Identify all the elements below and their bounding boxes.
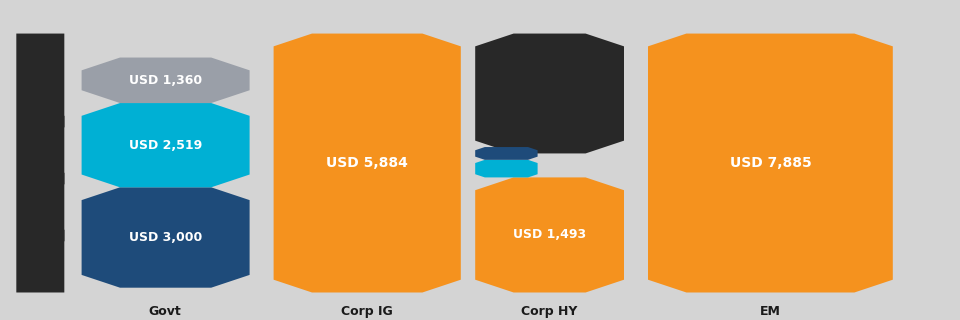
- Text: USD 2,519: USD 2,519: [129, 139, 203, 152]
- Polygon shape: [82, 58, 250, 103]
- Text: USD 5,884: USD 5,884: [326, 156, 408, 170]
- Polygon shape: [475, 160, 538, 177]
- Polygon shape: [475, 34, 624, 153]
- Polygon shape: [475, 177, 624, 292]
- Text: USD 1,360: USD 1,360: [129, 74, 203, 87]
- Polygon shape: [82, 103, 250, 187]
- Polygon shape: [274, 34, 461, 292]
- Text: USD 1,493: USD 1,493: [513, 228, 587, 242]
- Polygon shape: [648, 34, 893, 292]
- Polygon shape: [475, 147, 538, 160]
- Polygon shape: [16, 34, 64, 292]
- Text: Corp HY: Corp HY: [521, 305, 577, 318]
- Text: EM: EM: [759, 305, 780, 318]
- Text: USD 7,885: USD 7,885: [730, 156, 811, 170]
- Polygon shape: [82, 187, 250, 288]
- Text: Govt: Govt: [149, 305, 181, 318]
- Text: USD 3,000: USD 3,000: [129, 231, 203, 244]
- Text: Corp IG: Corp IG: [341, 305, 393, 318]
